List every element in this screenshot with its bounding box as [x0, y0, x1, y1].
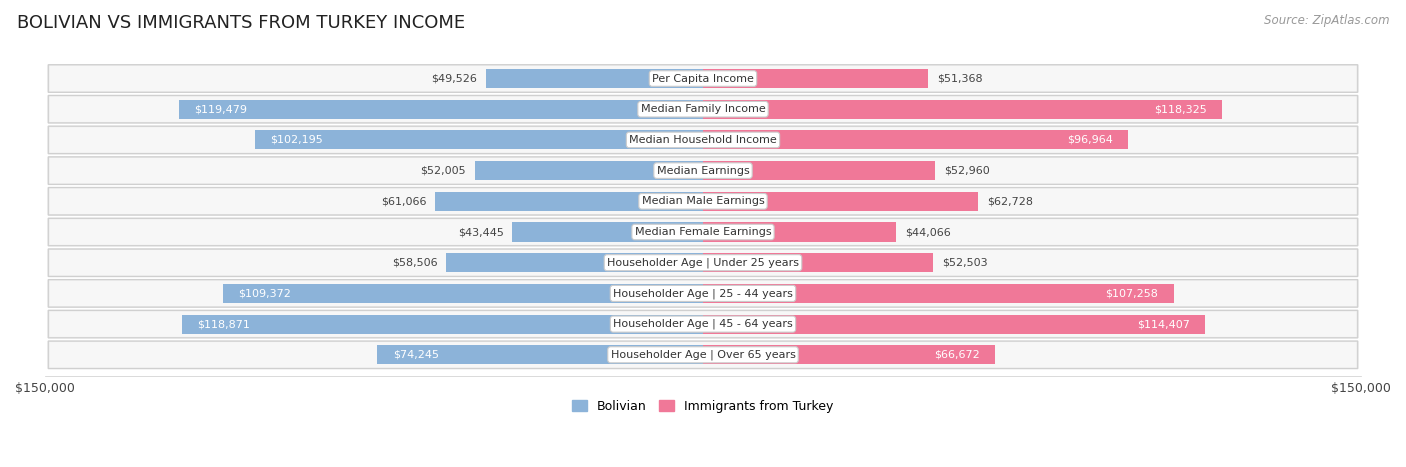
Text: Householder Age | Under 25 years: Householder Age | Under 25 years	[607, 257, 799, 268]
Bar	[703, 345, 995, 364]
Text: Median Female Earnings: Median Female Earnings	[634, 227, 772, 237]
FancyBboxPatch shape	[48, 249, 1358, 276]
FancyBboxPatch shape	[49, 219, 1357, 245]
FancyBboxPatch shape	[48, 311, 1358, 338]
Text: Per Capita Income: Per Capita Income	[652, 73, 754, 84]
Text: $118,871: $118,871	[197, 319, 250, 329]
Bar	[703, 222, 896, 241]
Text: Median Household Income: Median Household Income	[628, 135, 778, 145]
Bar	[703, 69, 928, 88]
Bar	[703, 315, 1205, 333]
FancyBboxPatch shape	[49, 66, 1357, 91]
FancyBboxPatch shape	[49, 127, 1357, 153]
Text: Median Male Earnings: Median Male Earnings	[641, 196, 765, 206]
FancyBboxPatch shape	[48, 280, 1358, 307]
Bar	[446, 253, 703, 272]
Text: $66,672: $66,672	[935, 350, 980, 360]
FancyBboxPatch shape	[48, 157, 1358, 184]
Text: Source: ZipAtlas.com: Source: ZipAtlas.com	[1264, 14, 1389, 27]
Text: Householder Age | Over 65 years: Householder Age | Over 65 years	[610, 350, 796, 360]
FancyBboxPatch shape	[49, 342, 1357, 368]
FancyBboxPatch shape	[49, 189, 1357, 214]
Text: Median Earnings: Median Earnings	[657, 166, 749, 176]
Bar	[703, 284, 1174, 303]
Text: $96,964: $96,964	[1067, 135, 1114, 145]
Text: Householder Age | 45 - 64 years: Householder Age | 45 - 64 years	[613, 319, 793, 329]
Text: $62,728: $62,728	[987, 196, 1033, 206]
Bar	[703, 253, 934, 272]
Bar	[512, 222, 703, 241]
Bar	[254, 130, 703, 149]
Bar	[224, 284, 703, 303]
Text: $107,258: $107,258	[1105, 289, 1159, 298]
Text: BOLIVIAN VS IMMIGRANTS FROM TURKEY INCOME: BOLIVIAN VS IMMIGRANTS FROM TURKEY INCOM…	[17, 14, 465, 32]
Text: $109,372: $109,372	[239, 289, 291, 298]
FancyBboxPatch shape	[49, 97, 1357, 122]
Bar	[485, 69, 703, 88]
Bar	[434, 192, 703, 211]
FancyBboxPatch shape	[48, 65, 1358, 92]
Bar	[703, 192, 979, 211]
Text: $44,066: $44,066	[905, 227, 950, 237]
Text: $58,506: $58,506	[392, 258, 437, 268]
Text: $52,960: $52,960	[943, 166, 990, 176]
Text: $119,479: $119,479	[194, 104, 247, 114]
Bar	[179, 99, 703, 119]
Bar	[703, 130, 1129, 149]
FancyBboxPatch shape	[49, 250, 1357, 276]
Legend: Bolivian, Immigrants from Turkey: Bolivian, Immigrants from Turkey	[567, 395, 839, 418]
Text: $61,066: $61,066	[381, 196, 426, 206]
FancyBboxPatch shape	[49, 311, 1357, 337]
Text: $118,325: $118,325	[1154, 104, 1206, 114]
FancyBboxPatch shape	[48, 95, 1358, 123]
Bar	[703, 99, 1222, 119]
Text: $43,445: $43,445	[458, 227, 503, 237]
FancyBboxPatch shape	[49, 281, 1357, 306]
Text: $52,005: $52,005	[420, 166, 465, 176]
FancyBboxPatch shape	[49, 158, 1357, 184]
Bar	[377, 345, 703, 364]
Text: Median Family Income: Median Family Income	[641, 104, 765, 114]
Text: $49,526: $49,526	[432, 73, 477, 84]
Bar	[475, 161, 703, 180]
FancyBboxPatch shape	[48, 188, 1358, 215]
Text: Householder Age | 25 - 44 years: Householder Age | 25 - 44 years	[613, 288, 793, 299]
Bar	[703, 161, 935, 180]
Text: $102,195: $102,195	[270, 135, 323, 145]
Bar	[181, 315, 703, 333]
FancyBboxPatch shape	[48, 341, 1358, 368]
FancyBboxPatch shape	[48, 126, 1358, 154]
FancyBboxPatch shape	[48, 218, 1358, 246]
Text: $52,503: $52,503	[942, 258, 988, 268]
Text: $51,368: $51,368	[938, 73, 983, 84]
Text: $74,245: $74,245	[392, 350, 439, 360]
Text: $114,407: $114,407	[1136, 319, 1189, 329]
